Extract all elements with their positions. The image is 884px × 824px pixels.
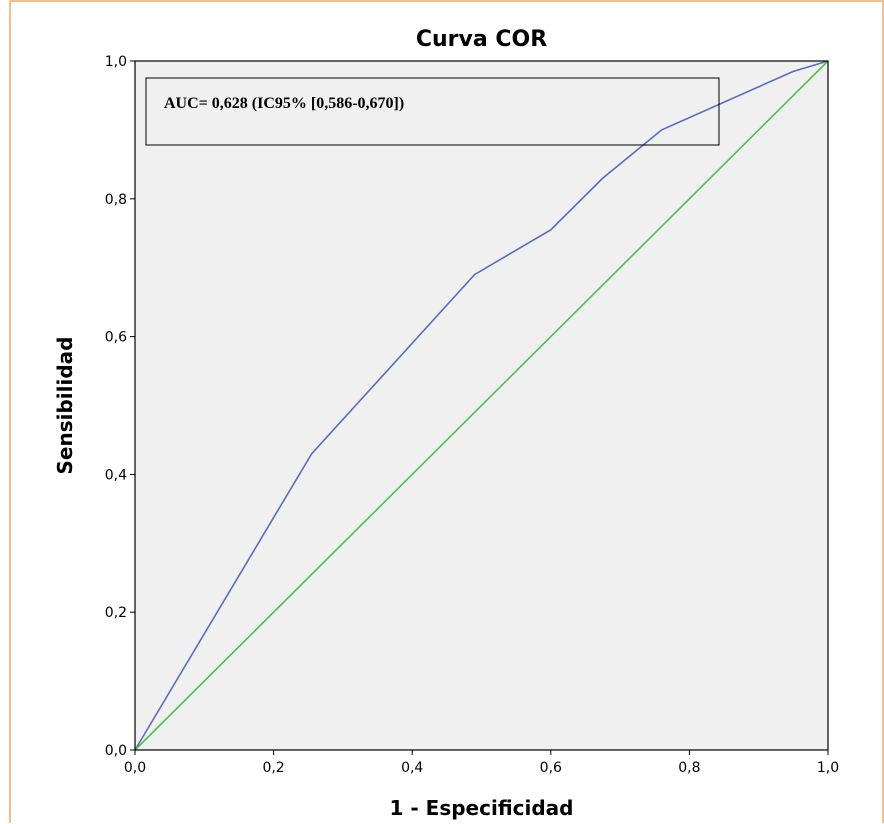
y-tick-label: 0,2 bbox=[105, 605, 127, 621]
x-axis-title: 1 - Especificidad bbox=[390, 796, 574, 820]
series-layer bbox=[134, 60, 829, 751]
x-axis: 0,0 0,2 0,4 0,6 0,8 1,0 bbox=[124, 750, 839, 776]
annotation-box bbox=[145, 77, 720, 146]
x-tick-label: 0,6 bbox=[540, 760, 562, 776]
chart-title: Curva COR bbox=[416, 27, 547, 52]
y-axis-title: Sensibilidad bbox=[53, 337, 77, 475]
y-tick-label: 0,0 bbox=[105, 743, 127, 759]
y-tick-label: 0,4 bbox=[105, 467, 127, 483]
x-tick-label: 0,4 bbox=[401, 760, 423, 776]
reference-diagonal-line bbox=[134, 60, 829, 751]
plot-border bbox=[134, 60, 829, 751]
y-tick-label: 0,6 bbox=[105, 330, 127, 346]
annotation-text: AUC= 0,628 (IC95% [0,586-0,670]) bbox=[164, 95, 404, 112]
x-tick-label: 0,0 bbox=[124, 760, 146, 776]
x-tick-label: 0,8 bbox=[678, 760, 700, 776]
y-axis: 0,0 0,2 0,4 0,6 0,8 1,0 bbox=[105, 54, 135, 759]
y-tick-label: 1,0 bbox=[105, 54, 127, 70]
x-tick-label: 0,2 bbox=[262, 760, 284, 776]
x-tick-label: 1,0 bbox=[817, 760, 839, 776]
y-tick-label: 0,8 bbox=[105, 192, 127, 208]
frame-border bbox=[9, 0, 884, 823]
roc-curve-line bbox=[134, 60, 829, 751]
